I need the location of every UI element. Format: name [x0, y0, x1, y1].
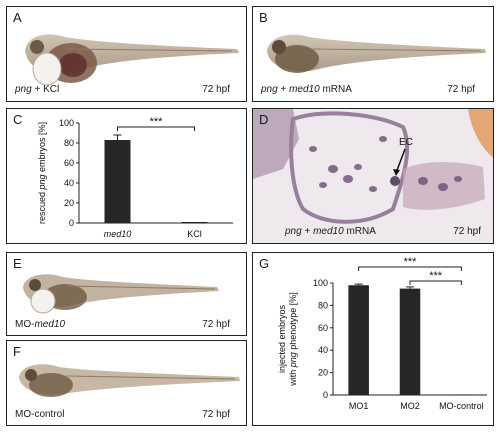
x-tick-label: med10: [104, 229, 132, 239]
zebrafish-larva-image: [23, 274, 219, 314]
significance-label: ***: [150, 116, 164, 128]
zebrafish-larva-image: [19, 364, 240, 397]
bar: [104, 140, 131, 223]
significance-label: ***: [429, 270, 443, 282]
y-tick-label: 100: [59, 118, 74, 128]
y-axis-label-text: rescued png embryos [%]: [37, 122, 47, 224]
x-tick-label: MO2: [400, 401, 420, 411]
y-tick-label: 60: [64, 158, 74, 168]
panel-caption: MO-med10: [15, 319, 66, 330]
panel-c: C 0 20 40 60 80 100 med10 KCl *** rescued png emb…: [6, 108, 247, 244]
panel-caption: MO-control: [15, 409, 65, 420]
significance-bracket: [409, 280, 462, 285]
panel-label: D: [259, 112, 269, 127]
stage-label: 72 hpf: [202, 84, 230, 95]
y-tick-label: 40: [64, 178, 74, 188]
panel-f: F MO-control 72 hpf: [6, 340, 247, 426]
x-tick-label: MO-control: [439, 401, 484, 411]
significance-bracket: [117, 126, 195, 131]
zebrafish-larva-image: [267, 34, 486, 73]
y-tick-label: 80: [64, 138, 74, 148]
panel-label: E: [13, 256, 22, 271]
panel-label: A: [13, 10, 22, 25]
bar: [181, 222, 208, 223]
panel-label: G: [259, 256, 270, 271]
x-tick-label: MO1: [349, 401, 369, 411]
y-tick-label: 40: [318, 345, 328, 355]
panel-caption: png + med10 mRNA: [285, 226, 376, 237]
bar: [399, 288, 421, 395]
y-axis-label: rescued png embryos [%]: [37, 122, 47, 224]
y-tick-label: 20: [64, 198, 74, 208]
y-axis-label-text: with png phenotype [%]: [288, 292, 298, 387]
stage-label: 72 hpf: [202, 409, 230, 420]
panel-label: F: [13, 344, 21, 359]
panel-b: B png + med10 mRNA 72 hpf: [252, 6, 494, 102]
panel-d: EC D png + med10 mRNA 72 hpf: [252, 108, 494, 244]
stage-label: 72 hpf: [447, 84, 475, 95]
bar: [451, 394, 472, 396]
significance-bracket: [358, 266, 462, 271]
panel-caption: png + KCl: [15, 84, 60, 95]
panel-g: G 0 20 40 60 80 100 MO1 MO2 MO-control *** *** inje…: [252, 252, 494, 426]
zebrafish-larva-image: [25, 34, 239, 86]
y-axis-label-line1: injected embryos: [277, 304, 287, 373]
panel-caption: png + med10 mRNA: [261, 84, 352, 95]
y-tick-label: 20: [318, 368, 328, 378]
panel-e: E MO-med10 72 hpf: [6, 252, 247, 336]
y-tick-label: 0: [323, 390, 328, 400]
y-tick-label: 0: [69, 218, 74, 228]
y-tick-label: 100: [313, 278, 328, 288]
histology-section-image: EC: [253, 109, 493, 243]
y-tick-label: 60: [318, 323, 328, 333]
y-tick-label: 80: [318, 300, 328, 310]
panel-label: B: [259, 10, 268, 25]
chart-g: 0 20 40 60 80 100 MO1 MO2 MO-control *** *** inject…: [277, 256, 487, 411]
significance-label: ***: [404, 256, 418, 268]
x-tick-label: KCl: [187, 229, 202, 239]
chart-c: 0 20 40 60 80 100 med10 KCl *** rescued png embry…: [37, 116, 233, 239]
stage-label: 72 hpf: [202, 319, 230, 330]
panel-a: A png + KCl 72 hpf: [6, 6, 247, 102]
ec-label: EC: [399, 137, 413, 148]
bar: [348, 285, 369, 395]
panel-label: C: [13, 112, 23, 127]
stage-label: 72 hpf: [453, 226, 481, 237]
